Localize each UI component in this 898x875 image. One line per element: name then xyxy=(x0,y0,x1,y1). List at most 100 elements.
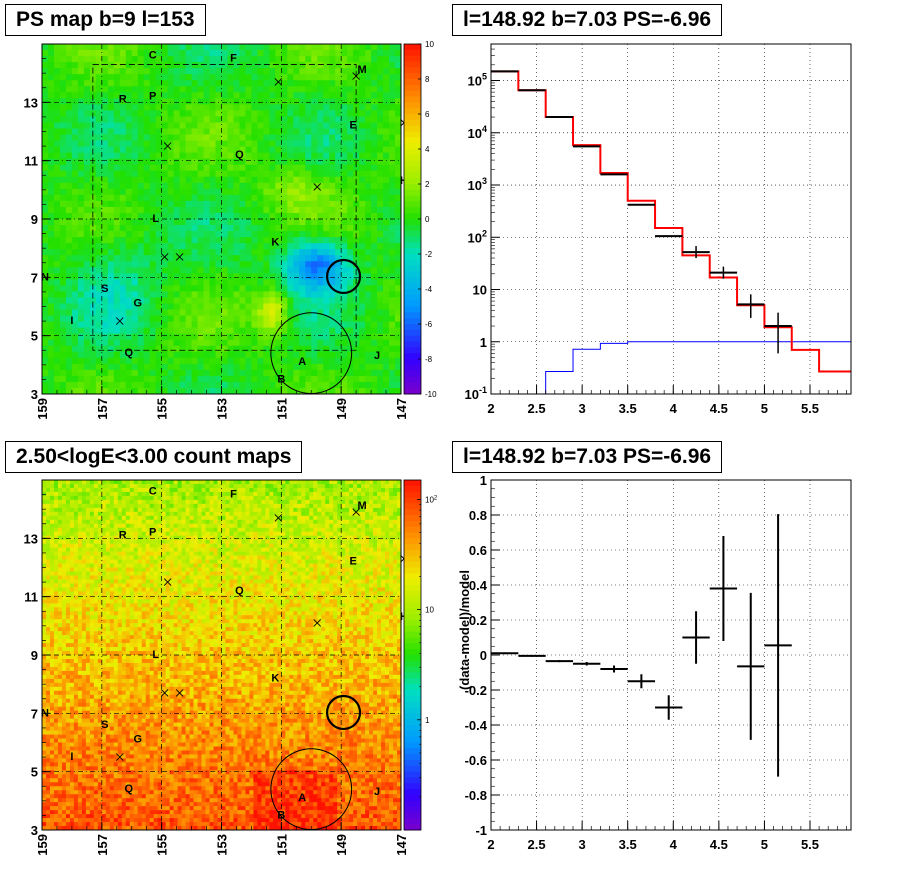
ps-map-pixel xyxy=(359,249,366,256)
ps-map-pixel xyxy=(155,140,163,147)
ps-map-pixel xyxy=(257,140,264,147)
ps-map-pixel xyxy=(383,219,390,226)
ps-map-pixel xyxy=(251,44,258,51)
ps-map-pixel xyxy=(125,92,133,99)
ps-map-pixel xyxy=(257,116,264,123)
count-map-pixel xyxy=(53,487,59,493)
count-map-pixel xyxy=(73,587,79,592)
ps-colorbar-tick-label: -2 xyxy=(425,250,433,259)
ps-map-pixel xyxy=(287,128,294,135)
count-map-pixel xyxy=(49,515,55,521)
ps-map-pixel xyxy=(323,140,330,147)
ps-map-pixel xyxy=(203,351,210,359)
count-map-pixel xyxy=(65,543,71,548)
ps-map-pixel xyxy=(95,237,103,244)
count-map-pixel xyxy=(49,639,55,644)
ps-map-pixel xyxy=(149,309,157,316)
ps-map-pixel xyxy=(323,291,330,298)
count-map-pixel xyxy=(69,726,75,731)
ps-map-pixel xyxy=(371,170,378,178)
ps-map-pixel xyxy=(365,261,372,268)
ps-map-pixel xyxy=(275,285,282,292)
ps-map-pixel xyxy=(53,140,61,147)
ps-map-pixel xyxy=(125,80,133,87)
count-map-pixel xyxy=(89,766,95,771)
ps-map-pixel xyxy=(251,339,258,347)
count-map-pixel xyxy=(49,822,55,827)
ps-map-pixel xyxy=(203,231,210,238)
count-map-pixel xyxy=(61,698,67,704)
ps-map-pixel xyxy=(269,164,276,172)
ps-map-pixel xyxy=(227,68,234,75)
ps-map-pixel xyxy=(42,285,49,292)
ps-map-pixel xyxy=(269,122,276,129)
ps-map-pixel xyxy=(42,104,49,111)
ps-map-pixel xyxy=(329,273,336,280)
ps-map-pixel xyxy=(191,128,198,135)
count-map-pixel xyxy=(53,535,59,540)
count-map-pixel xyxy=(73,706,79,711)
ps-map-pixel xyxy=(377,158,384,166)
count-map-pixel xyxy=(73,615,79,620)
ps-colorbar-segment xyxy=(404,329,421,337)
count-map-pixel xyxy=(77,702,83,708)
ps-map-pixel xyxy=(203,321,210,329)
ps-map-pixel xyxy=(269,243,276,250)
ps-map-pixel xyxy=(311,62,318,69)
ps-map-pixel xyxy=(42,98,49,105)
count-map-pixel xyxy=(65,822,71,827)
ps-map-pixel xyxy=(47,74,55,81)
ps-map-pixel xyxy=(395,291,402,298)
ps-map-pixel xyxy=(191,321,198,329)
ps-map-pixel xyxy=(293,279,300,286)
count-map-pixel xyxy=(69,515,75,521)
count-map-pixel xyxy=(65,690,71,696)
count-map-pixel xyxy=(42,487,47,493)
ps-map-pixel xyxy=(161,243,169,250)
count-map-pixel xyxy=(42,647,47,652)
count-map-pixel xyxy=(73,790,79,795)
count-map-pixel xyxy=(85,603,91,608)
ps-map-pixel xyxy=(203,134,210,141)
ps-map-pixel xyxy=(263,44,270,51)
ps-map-pixel xyxy=(299,273,306,280)
ps-map-pixel xyxy=(161,182,169,190)
ps-map-pixel xyxy=(305,152,312,160)
ps-map-pixel xyxy=(197,315,204,322)
ps-map-pixel xyxy=(89,56,97,63)
ps-map-pixel xyxy=(173,381,181,389)
ps-map-pixel xyxy=(155,243,163,250)
ps-map-pixel xyxy=(209,134,216,141)
count-map-pixel xyxy=(89,527,95,533)
ps-map-pixel xyxy=(42,206,49,214)
ps-map-pixel xyxy=(53,80,61,87)
ps-colorbar-segment xyxy=(404,294,421,302)
ps-map-pixel xyxy=(281,176,288,184)
ps-map-pixel xyxy=(95,375,103,383)
ps-map-pixel xyxy=(323,188,330,196)
count-map-pixel xyxy=(89,670,95,676)
ps-map-pixel xyxy=(377,219,384,226)
ps-map-pixel xyxy=(365,152,372,160)
count-map-pixel xyxy=(69,507,75,513)
ps-map-pixel xyxy=(113,327,121,335)
ps-map-pixel xyxy=(65,333,73,341)
ps-map-pixel xyxy=(377,273,384,280)
ps-map-pixel xyxy=(281,134,288,141)
ps-map-pixel xyxy=(383,243,390,250)
ps-map-pixel xyxy=(257,309,264,316)
count-map-pixel xyxy=(65,686,71,692)
ps-map-pixel xyxy=(47,182,55,190)
count-map-pixel xyxy=(73,814,79,819)
count-map-pixel xyxy=(49,726,55,731)
ps-map-pixel xyxy=(365,182,372,190)
ps-map-pixel xyxy=(269,285,276,292)
count-map-pixel xyxy=(53,579,59,584)
ps-map-pixel xyxy=(167,381,175,389)
ps-map-pixel xyxy=(329,212,336,220)
count-map-pixel xyxy=(61,774,67,779)
ps-map-pixel xyxy=(203,363,210,371)
ps-map-pixel xyxy=(281,315,288,322)
ps-map-pixel xyxy=(323,164,330,172)
ps-map-pixel xyxy=(395,345,402,353)
